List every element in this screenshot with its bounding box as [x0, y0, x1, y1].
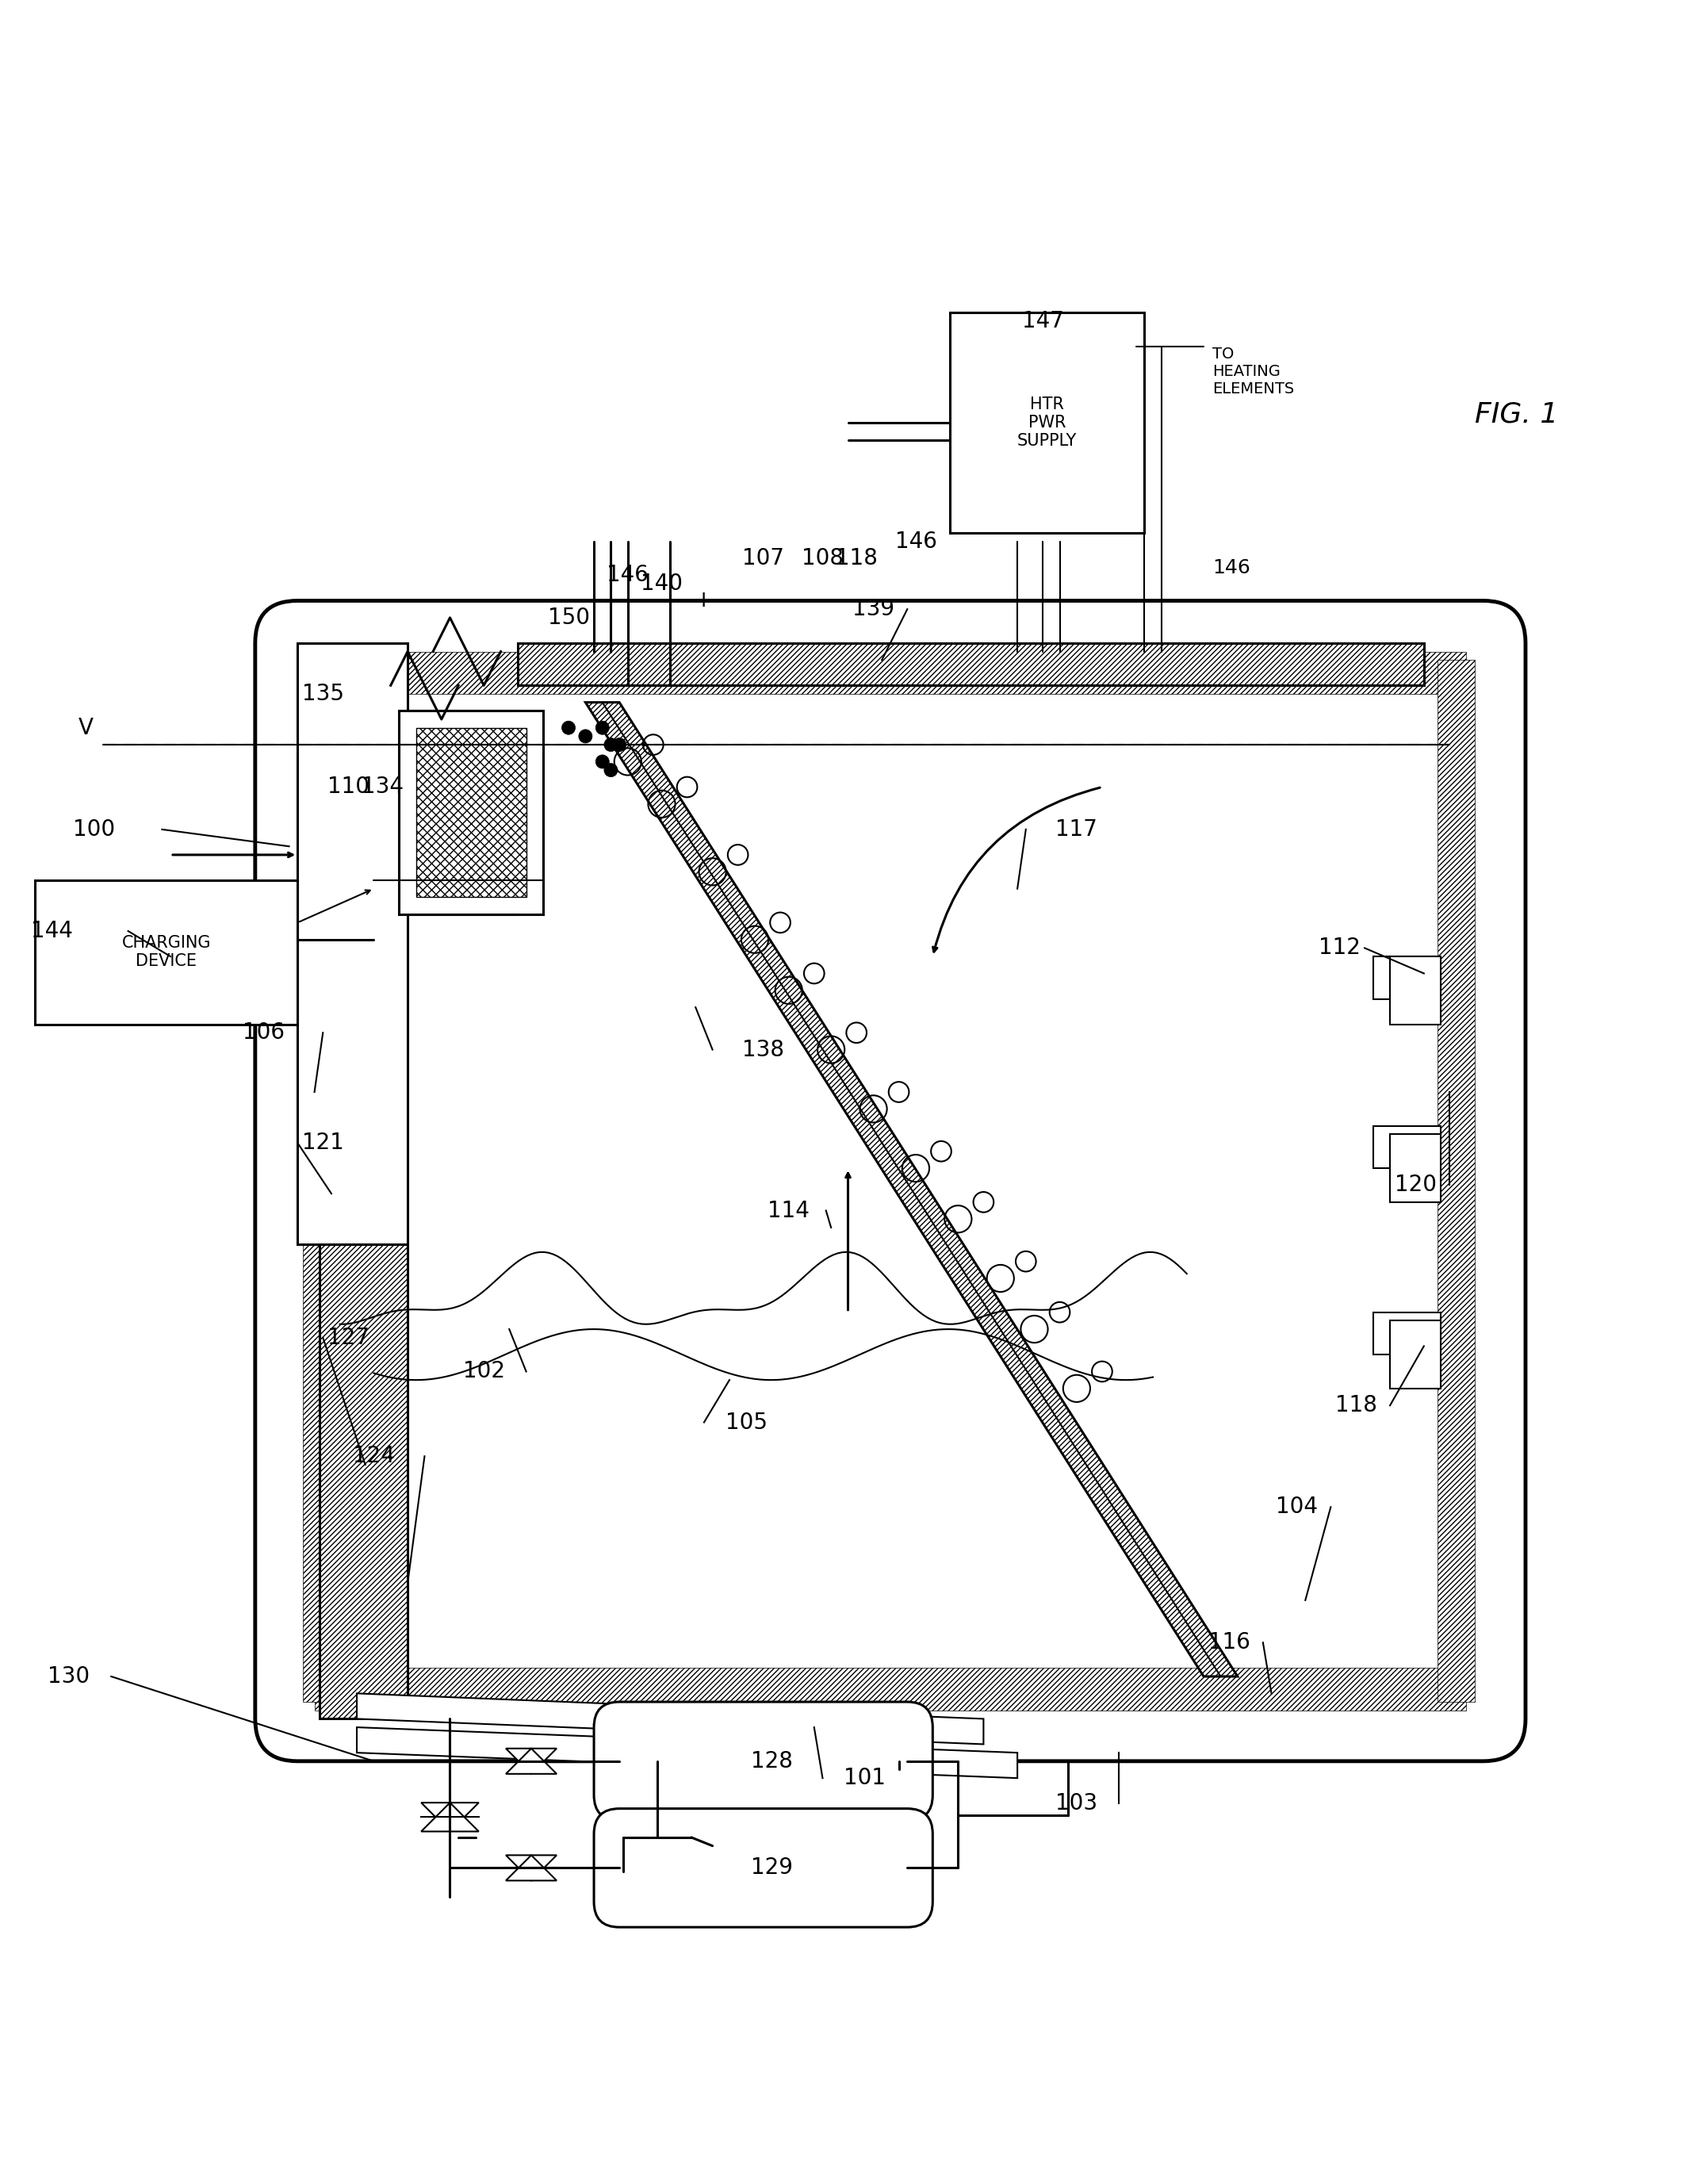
- Polygon shape: [505, 1854, 556, 1880]
- Polygon shape: [421, 1802, 478, 1832]
- Text: 121: 121: [302, 1131, 344, 1153]
- Text: 103: 103: [1055, 1793, 1097, 1815]
- Text: 114: 114: [768, 1199, 809, 1221]
- FancyBboxPatch shape: [254, 601, 1525, 1760]
- Text: 135: 135: [302, 684, 344, 705]
- Polygon shape: [36, 880, 297, 1024]
- Circle shape: [578, 729, 592, 743]
- Text: 127: 127: [327, 1326, 370, 1350]
- Text: 104: 104: [1275, 1496, 1318, 1518]
- Text: 107: 107: [743, 548, 784, 570]
- Circle shape: [561, 721, 575, 734]
- Circle shape: [595, 721, 609, 734]
- Text: 105: 105: [726, 1411, 767, 1433]
- Text: 147: 147: [1021, 310, 1063, 332]
- Text: V: V: [78, 716, 93, 738]
- Text: 146: 146: [1213, 559, 1250, 577]
- Polygon shape: [356, 1728, 1018, 1778]
- Polygon shape: [314, 1669, 1467, 1710]
- FancyBboxPatch shape: [594, 1701, 933, 1821]
- Text: 140: 140: [641, 572, 683, 594]
- Text: 110: 110: [327, 775, 370, 797]
- Circle shape: [604, 764, 617, 778]
- Text: 116: 116: [1208, 1631, 1250, 1653]
- Polygon shape: [1391, 1321, 1442, 1389]
- Text: CHARGING
DEVICE: CHARGING DEVICE: [122, 935, 210, 970]
- Text: 118: 118: [836, 548, 877, 570]
- Text: 129: 129: [751, 1856, 792, 1878]
- Polygon shape: [505, 1749, 556, 1773]
- Polygon shape: [1391, 1133, 1442, 1201]
- Text: 138: 138: [743, 1040, 784, 1061]
- Polygon shape: [416, 727, 526, 898]
- Polygon shape: [505, 1749, 556, 1773]
- Polygon shape: [1391, 957, 1442, 1024]
- Polygon shape: [1438, 660, 1476, 1701]
- Text: 139: 139: [853, 598, 894, 620]
- Text: HTR
PWR
SUPPLY: HTR PWR SUPPLY: [1018, 397, 1077, 450]
- Text: 150: 150: [548, 607, 590, 629]
- Text: 117: 117: [1055, 819, 1097, 841]
- Text: 106: 106: [243, 1022, 285, 1044]
- Polygon shape: [399, 710, 543, 915]
- Text: 101: 101: [845, 1767, 885, 1789]
- Polygon shape: [421, 1802, 478, 1832]
- Polygon shape: [297, 642, 407, 1245]
- Text: 108: 108: [802, 548, 843, 570]
- FancyBboxPatch shape: [594, 1808, 933, 1926]
- Polygon shape: [314, 651, 1467, 695]
- Text: 124: 124: [353, 1446, 395, 1468]
- Polygon shape: [1374, 957, 1442, 998]
- Circle shape: [604, 738, 617, 751]
- Text: 128: 128: [751, 1749, 792, 1771]
- Polygon shape: [611, 1719, 704, 1760]
- Text: 146: 146: [895, 531, 936, 553]
- Text: FIG. 1: FIG. 1: [1476, 402, 1559, 428]
- Circle shape: [595, 756, 609, 769]
- Polygon shape: [517, 642, 1425, 686]
- Polygon shape: [585, 703, 1238, 1677]
- Polygon shape: [356, 1693, 984, 1745]
- Text: 134: 134: [361, 775, 404, 797]
- Text: 144: 144: [31, 919, 73, 941]
- Text: 100: 100: [73, 819, 115, 841]
- Text: +: +: [695, 590, 714, 612]
- Polygon shape: [1374, 1313, 1442, 1354]
- Text: 102: 102: [463, 1361, 505, 1382]
- Polygon shape: [1374, 1127, 1442, 1168]
- Text: 130: 130: [47, 1666, 90, 1688]
- Text: 118: 118: [1335, 1393, 1377, 1417]
- FancyBboxPatch shape: [309, 655, 1472, 1708]
- Text: 112: 112: [1318, 937, 1360, 959]
- Polygon shape: [302, 1236, 339, 1701]
- Text: 120: 120: [1394, 1175, 1437, 1197]
- Polygon shape: [319, 1245, 407, 1719]
- Text: 146: 146: [607, 563, 650, 587]
- Text: TO
HEATING
ELEMENTS: TO HEATING ELEMENTS: [1213, 347, 1294, 397]
- Polygon shape: [950, 312, 1145, 533]
- Circle shape: [612, 738, 626, 751]
- Polygon shape: [505, 1854, 556, 1880]
